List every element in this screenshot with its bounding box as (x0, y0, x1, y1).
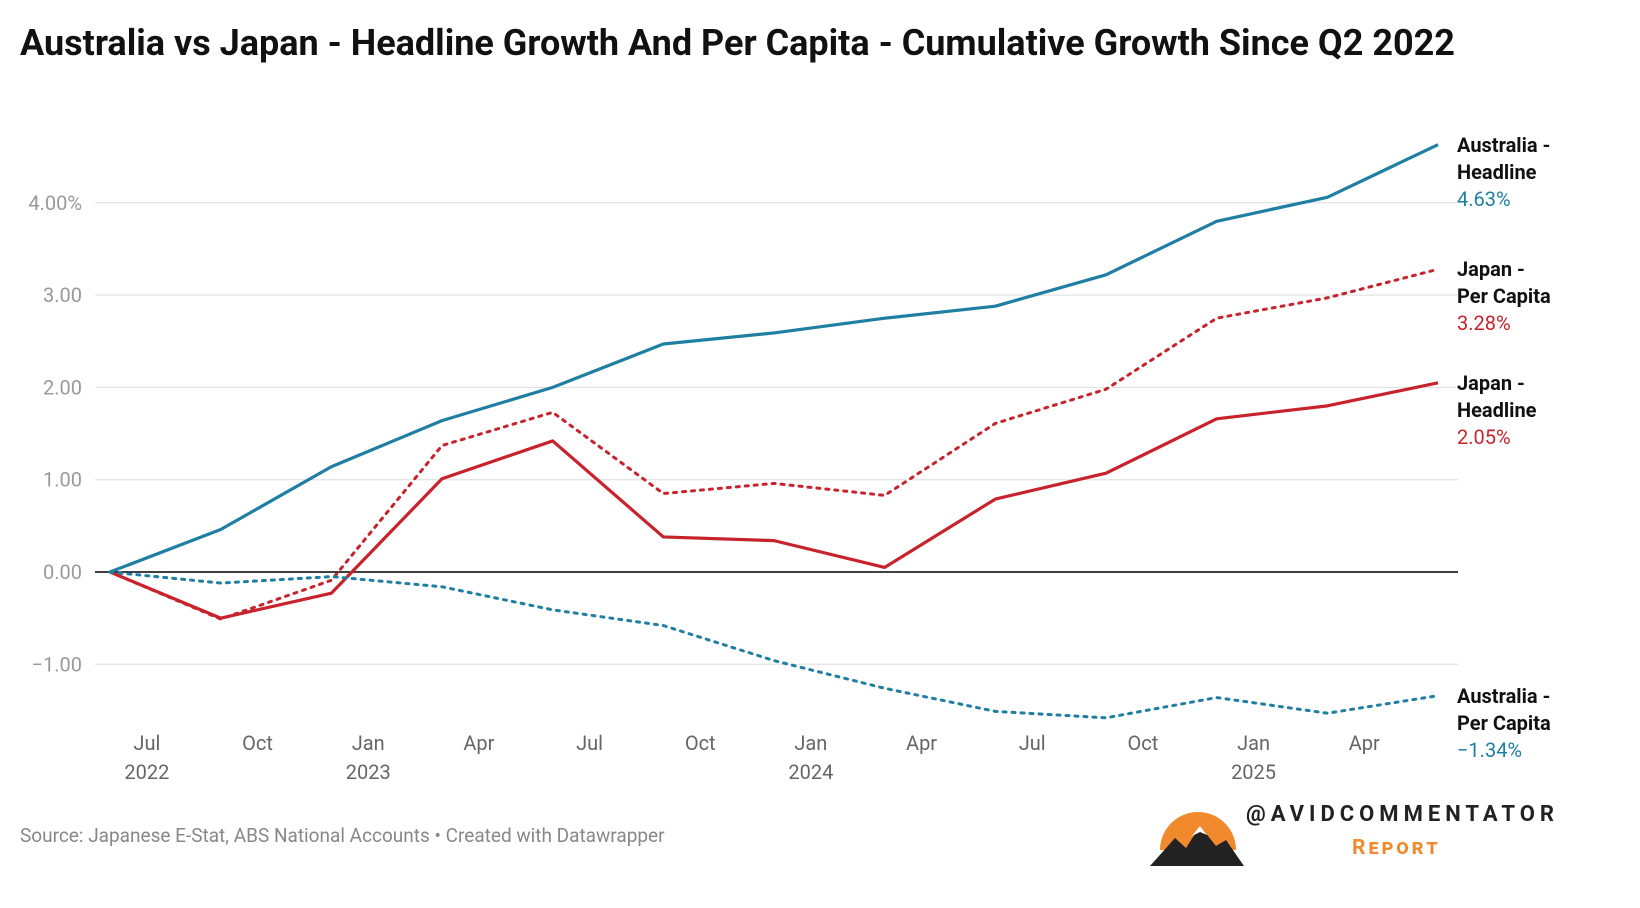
end-label: Japan - Headline 2.05% (1457, 370, 1553, 451)
x-tick-label: Jan (352, 731, 385, 755)
y-tick-label: 2.00 (43, 375, 82, 399)
legend-name: Australia - Headline (1457, 132, 1551, 184)
y-tick-label: 1.00 (43, 468, 82, 492)
series-line (108, 267, 1440, 621)
series-line (108, 570, 1440, 720)
logo (1150, 812, 1244, 866)
end-label: Australia - Headline 4.63% (1457, 132, 1553, 213)
y-tick-label: 4.00% (28, 191, 82, 215)
y-tick-label: −1.00 (32, 652, 82, 676)
legend-name: Australia - Per Capita (1457, 683, 1551, 735)
series-line (109, 381, 1439, 620)
value-label: 4.63% (1457, 186, 1511, 211)
x-tick-label: Apr (463, 731, 494, 755)
x-year-label: 2025 (1231, 760, 1276, 784)
legend-name: Japan - Per Capita (1457, 257, 1551, 309)
x-tick-label: Apr (1349, 731, 1380, 755)
x-tick-label: Jul (576, 731, 603, 755)
x-year-label: 2023 (346, 760, 391, 784)
x-tick-label: Jul (133, 731, 160, 755)
value-label: −1.34% (1457, 737, 1523, 762)
end-label: Japan - Per Capita 3.28% (1457, 256, 1553, 337)
source: Source: Japanese E-Stat, ABS National Ac… (20, 824, 665, 847)
series-line (109, 143, 1439, 574)
x-tick-label: Jul (1019, 731, 1046, 755)
end-label: Australia - Per Capita −1.34% (1457, 683, 1553, 764)
x-tick-label: Oct (1127, 731, 1158, 755)
y-tick-label: 0.00 (43, 560, 82, 584)
x-tick-label: Apr (906, 731, 937, 755)
x-tick-label: Jan (1237, 731, 1270, 755)
brand-sub: Report (1352, 836, 1441, 860)
value-label: 3.28% (1457, 311, 1511, 336)
y-tick-label: 3.00 (43, 283, 82, 307)
x-year-label: 2024 (788, 760, 833, 784)
legend-name: Japan - Headline (1457, 370, 1537, 422)
chart-title: Australia vs Japan - Headline Growth And… (20, 22, 1455, 64)
x-tick-label: Jan (794, 731, 827, 755)
x-tick-label: Oct (242, 731, 273, 755)
value-label: 2.05% (1457, 424, 1511, 449)
x-tick-label: Oct (685, 731, 716, 755)
x-year-label: 2022 (124, 760, 169, 784)
brand: @AVIDCOMMENTATOR (1246, 802, 1559, 827)
